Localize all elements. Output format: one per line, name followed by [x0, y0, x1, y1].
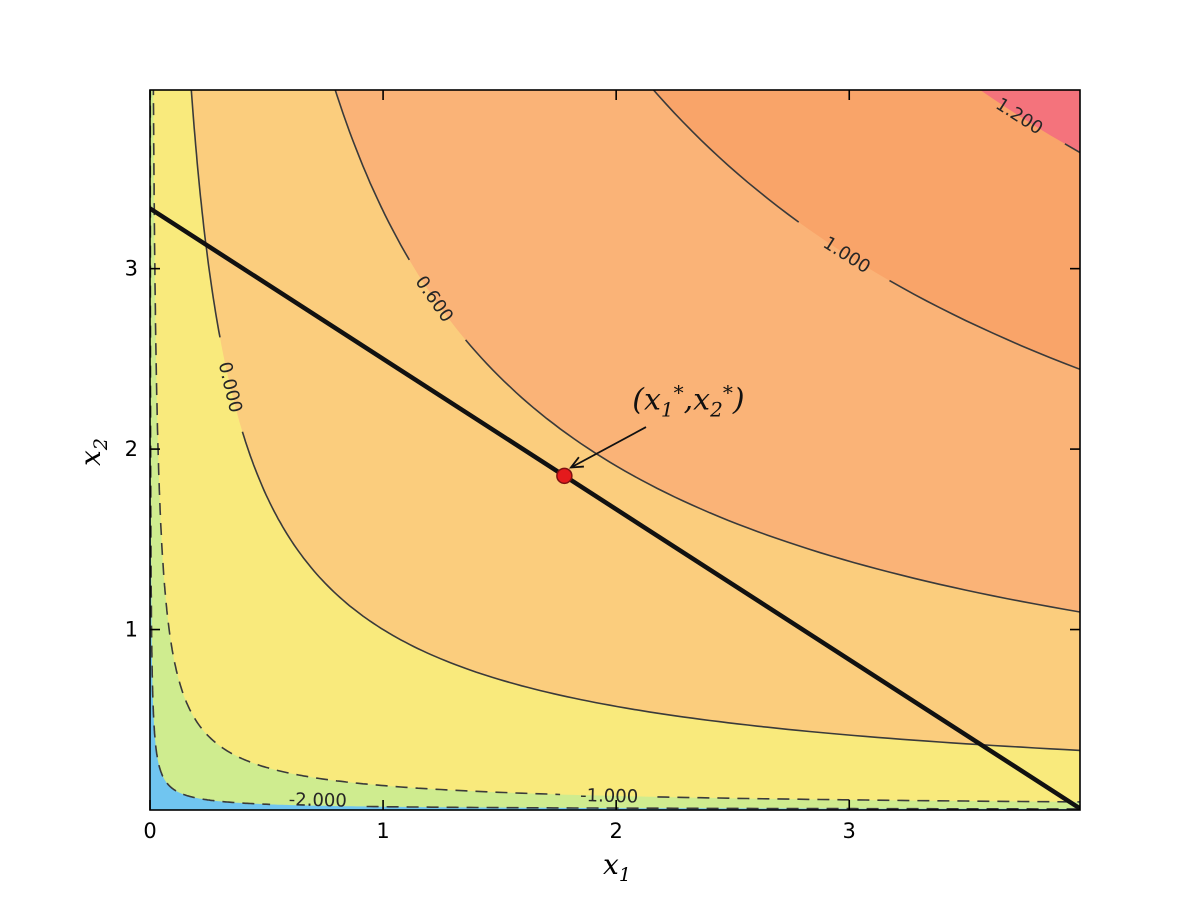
annotation-sup1: * [674, 380, 684, 404]
constraint-line [150, 206, 1080, 810]
optimum-point-marker [556, 467, 573, 485]
constraint-line-group [150, 206, 1080, 810]
contour-line [652, 90, 1080, 371]
y-tick-label: 3 [125, 257, 138, 281]
x-axis-label: x1 [603, 848, 631, 886]
optimum-annotation: (x1*,x2*) [632, 380, 744, 421]
plot-border [149, 89, 1081, 811]
annotation-sub1: 1 [661, 397, 674, 421]
y-axis-label-base: x [74, 450, 107, 466]
annotation-sub2: 2 [709, 397, 723, 421]
contour-line [190, 90, 1080, 752]
annotation-arrowhead-icon [569, 456, 584, 469]
contour-label: -2.000 [289, 789, 347, 811]
annotation-close: ) [732, 382, 745, 417]
contour-line [334, 90, 1080, 613]
annotation-open: (x [632, 382, 661, 417]
x-axis-label-base: x [603, 848, 619, 881]
contour-label: -1.000 [580, 785, 639, 807]
annotation-comma: ,x [684, 382, 711, 417]
x-tick-label: 2 [609, 819, 622, 843]
y-axis-label: x2 [74, 438, 112, 466]
annotation-arrow [570, 426, 647, 469]
y-tick-label: 2 [125, 437, 138, 461]
contour-fill-bands [150, 90, 1080, 810]
annotation-sup2: * [723, 380, 733, 404]
x-axis-label-sub: 1 [619, 864, 631, 886]
x-tick-label: 0 [143, 819, 156, 843]
contour-line [152, 90, 1080, 803]
contour-band [653, 90, 1080, 370]
y-axis-label-sub: 2 [90, 438, 112, 451]
contour-band [980, 90, 1080, 153]
x-tick-label: 1 [376, 819, 389, 843]
axis-ticks: 0 1 2 3 1 2 3 [125, 90, 1080, 843]
contour-line [978, 90, 1080, 154]
y-tick-label: 1 [125, 618, 138, 642]
x-tick-label: 3 [843, 819, 856, 843]
